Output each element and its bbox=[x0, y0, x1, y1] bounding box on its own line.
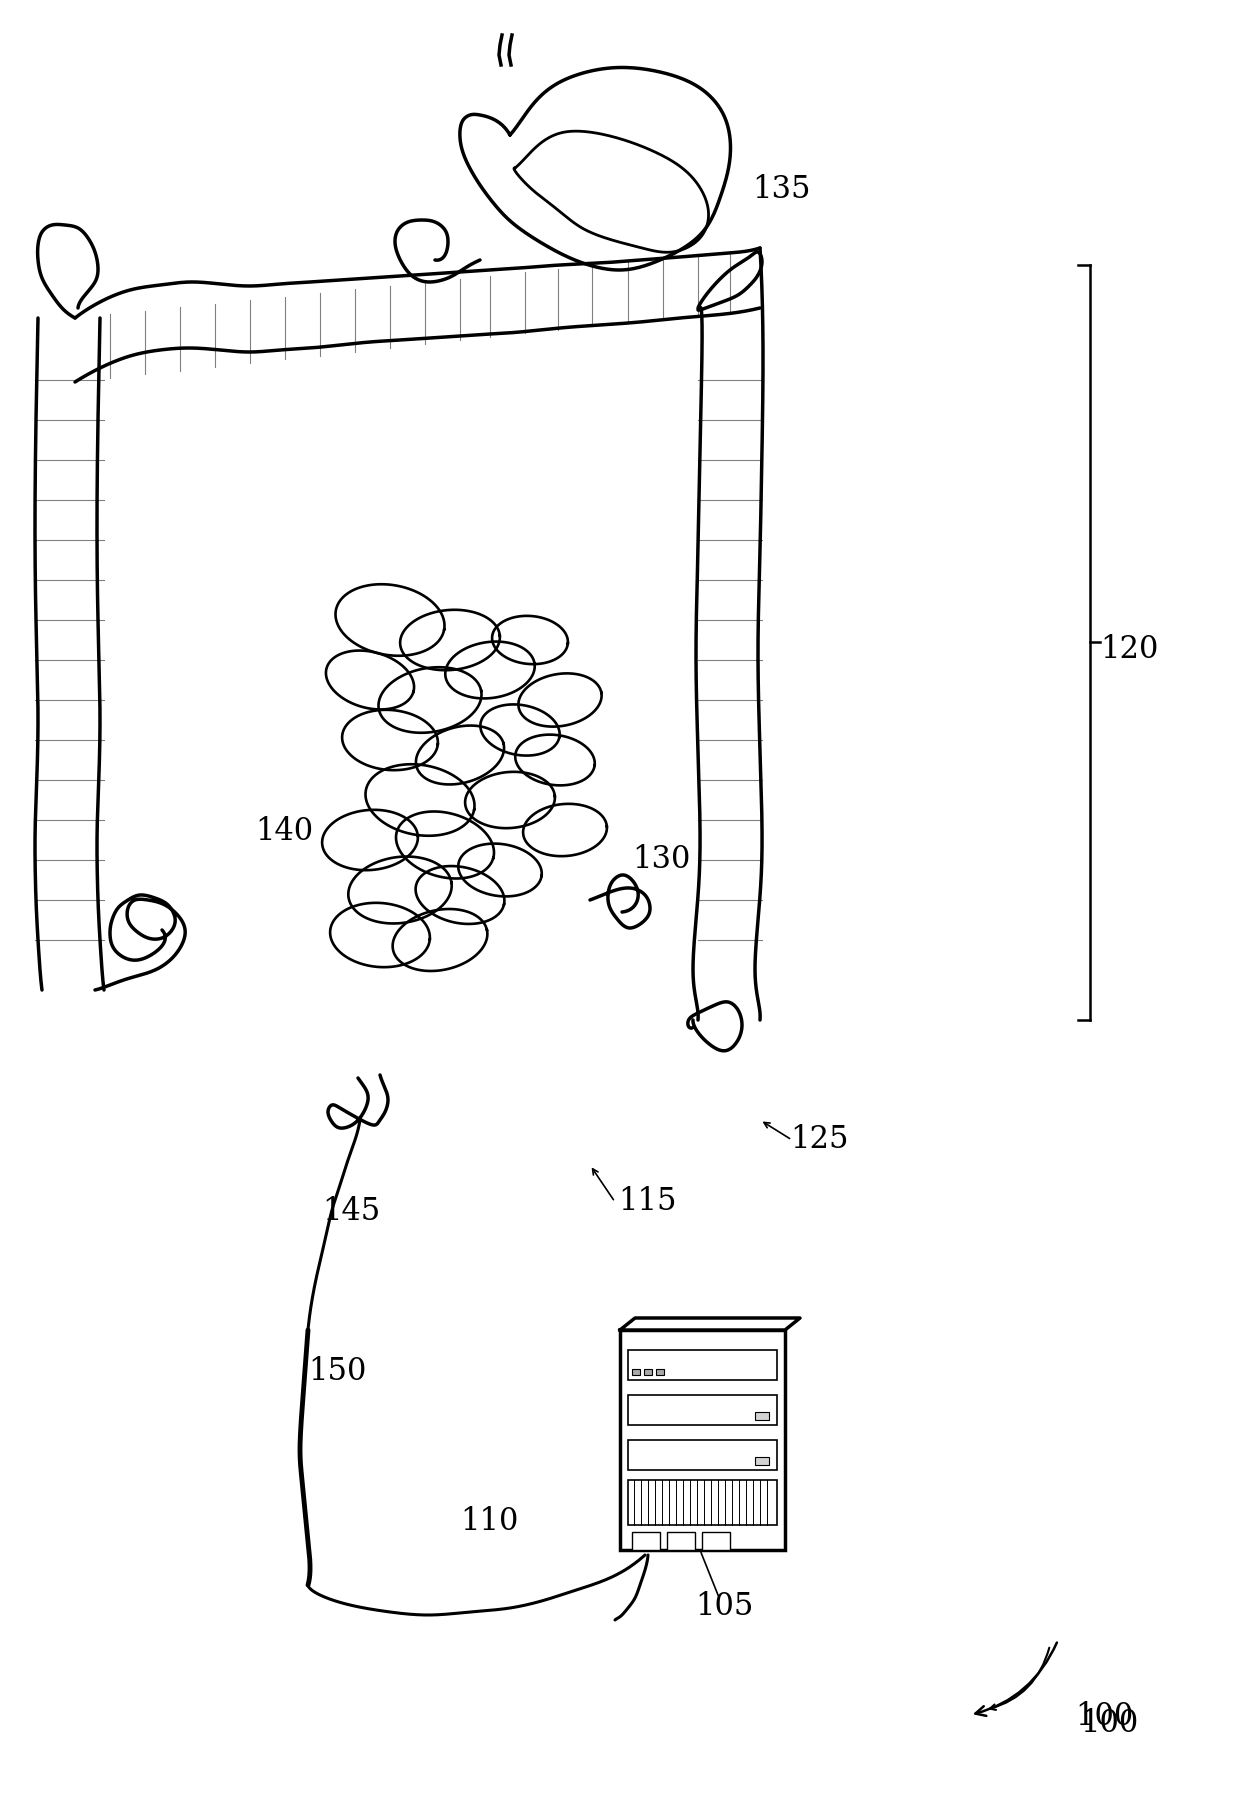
Text: 145: 145 bbox=[322, 1196, 381, 1227]
Bar bbox=[632, 1368, 640, 1376]
Text: 100: 100 bbox=[1080, 1709, 1138, 1739]
Bar bbox=[755, 1412, 769, 1421]
Bar bbox=[667, 1531, 694, 1549]
Bar bbox=[632, 1531, 660, 1549]
Text: 110: 110 bbox=[460, 1506, 518, 1537]
Text: 150: 150 bbox=[308, 1356, 366, 1386]
Bar bbox=[627, 1481, 777, 1526]
Text: 120: 120 bbox=[1100, 634, 1158, 664]
Text: 100: 100 bbox=[1075, 1701, 1133, 1732]
Bar bbox=[755, 1457, 769, 1464]
Text: 130: 130 bbox=[632, 843, 691, 874]
Text: 140: 140 bbox=[255, 816, 314, 847]
Text: 115: 115 bbox=[618, 1186, 677, 1216]
Bar bbox=[620, 1330, 785, 1549]
Polygon shape bbox=[620, 1318, 800, 1330]
Bar bbox=[627, 1441, 777, 1470]
Bar bbox=[627, 1350, 777, 1379]
Bar bbox=[656, 1368, 663, 1376]
Bar bbox=[702, 1531, 730, 1549]
Bar bbox=[627, 1396, 777, 1424]
Text: 105: 105 bbox=[694, 1591, 754, 1622]
Text: 125: 125 bbox=[790, 1124, 848, 1155]
Bar bbox=[644, 1368, 652, 1376]
Text: 135: 135 bbox=[751, 174, 811, 205]
